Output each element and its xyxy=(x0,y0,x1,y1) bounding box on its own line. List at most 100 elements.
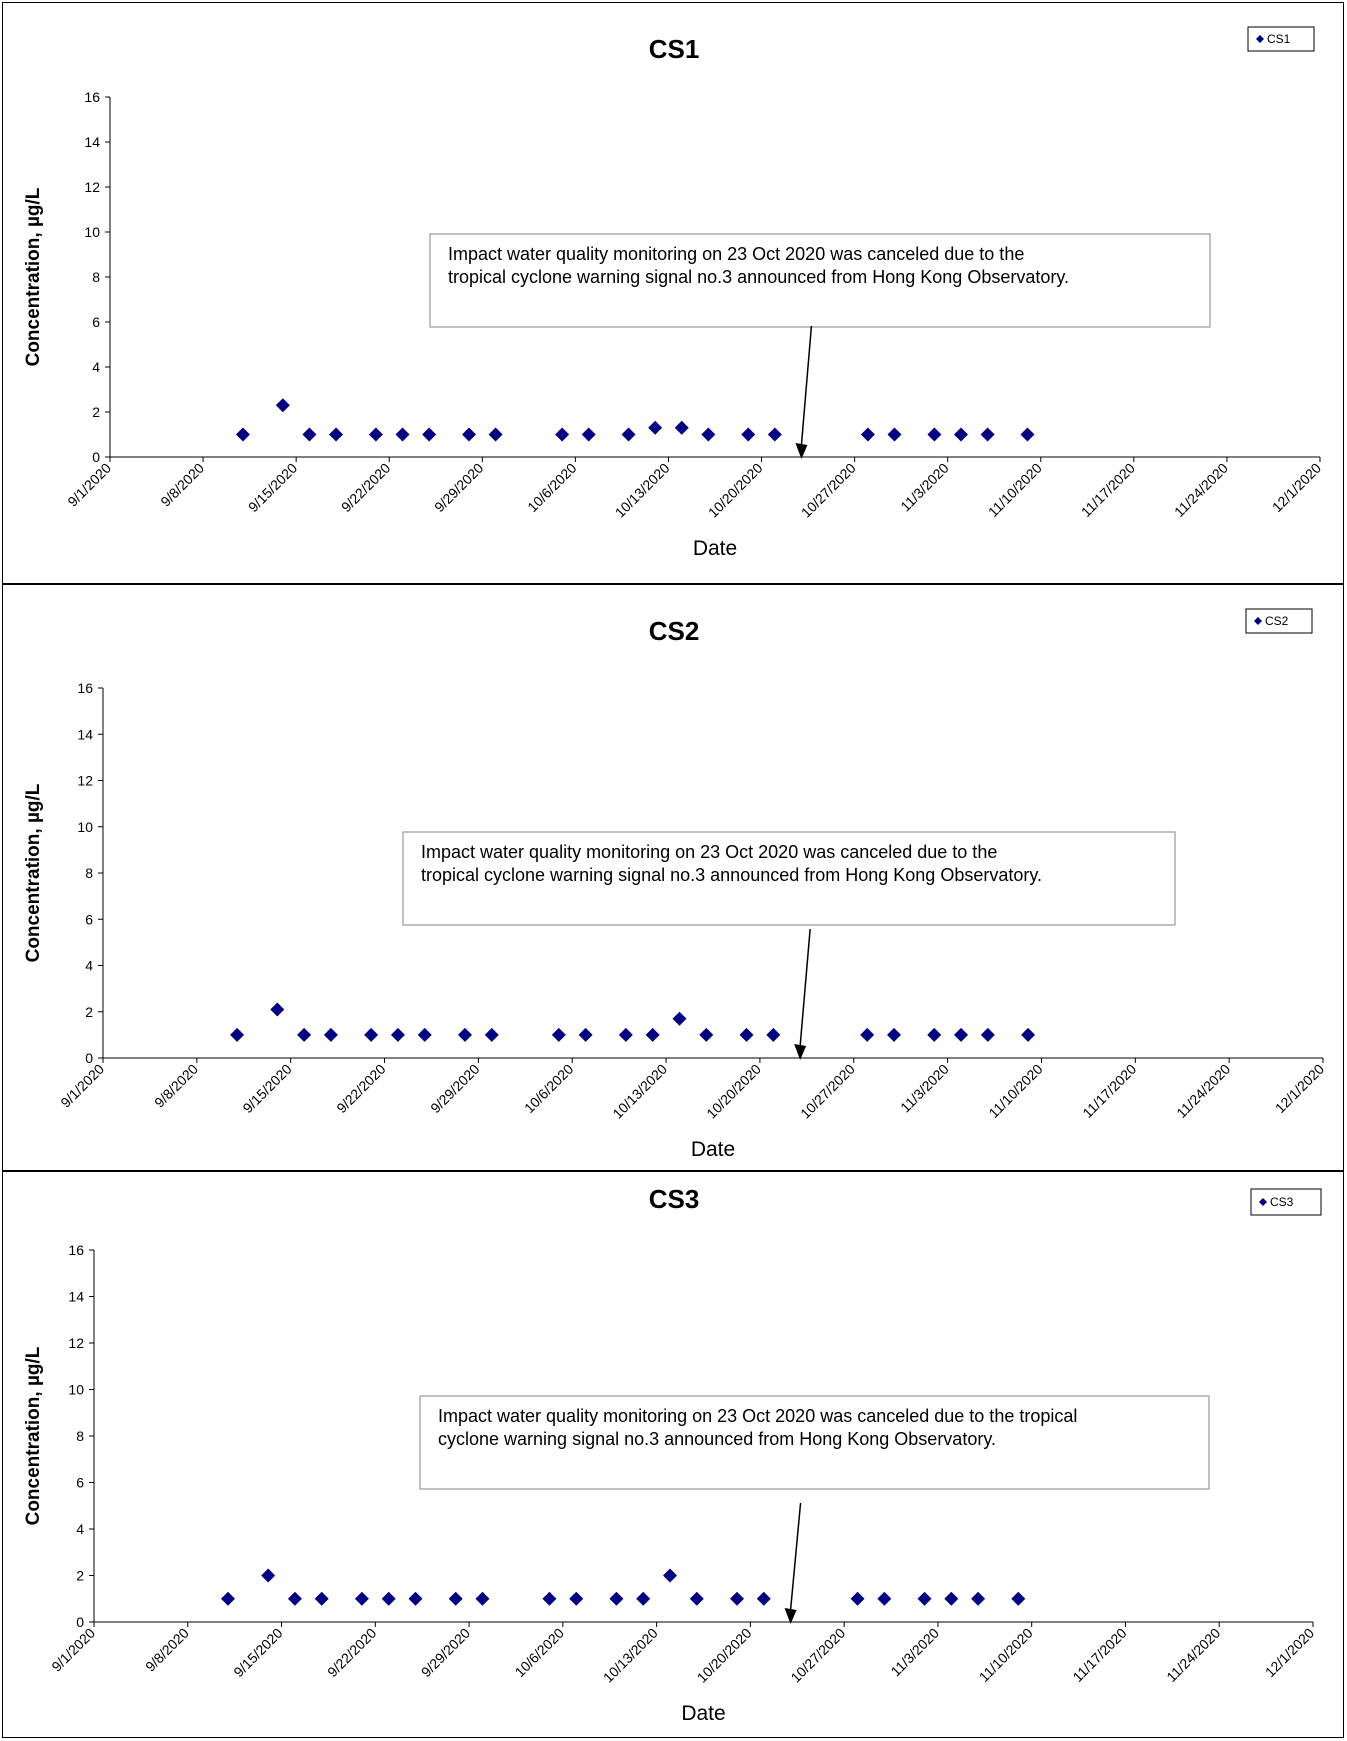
x-tick-label: 9/8/2020 xyxy=(151,1061,201,1111)
data-point xyxy=(230,1027,245,1042)
annotation-arrow-head xyxy=(784,1608,797,1624)
data-point xyxy=(235,427,250,442)
y-tick-label: 16 xyxy=(68,1242,84,1258)
x-tick-label: 9/29/2020 xyxy=(431,460,487,516)
data-point xyxy=(475,1591,490,1606)
x-tick-label: 10/20/2020 xyxy=(705,460,766,521)
x-tick-label: 10/6/2020 xyxy=(521,1061,577,1117)
data-point xyxy=(756,1591,771,1606)
data-point xyxy=(954,1027,969,1042)
x-tick-label: 11/3/2020 xyxy=(897,1061,952,1116)
x-tick-label: 9/29/2020 xyxy=(418,1625,474,1681)
y-tick-label: 12 xyxy=(84,179,100,195)
data-point xyxy=(381,1591,396,1606)
y-tick-label: 0 xyxy=(76,1614,84,1630)
data-point xyxy=(569,1591,584,1606)
x-tick-label: 11/17/2020 xyxy=(1078,460,1138,520)
y-tick-label: 14 xyxy=(77,726,93,742)
chart-title: CS2 xyxy=(649,616,700,646)
chart-panel-cs1: CS1 0 2 4 6 8 10 12 14 16 9/1/2020 9/8/2020 9/15/202… xyxy=(2,2,1344,584)
legend-marker xyxy=(1254,617,1262,625)
y-tick-label: 0 xyxy=(92,449,100,465)
data-point xyxy=(1021,1027,1036,1042)
data-point xyxy=(555,427,570,442)
annotation-box xyxy=(402,831,1176,926)
x-tick-label: 11/17/2020 xyxy=(1069,1625,1129,1685)
y-tick-label: 4 xyxy=(76,1521,84,1537)
y-tick-label: 4 xyxy=(92,359,100,375)
annotation-arrow-line xyxy=(800,325,813,446)
x-tick-label: 9/22/2020 xyxy=(338,460,394,516)
x-tick-label: 11/10/2020 xyxy=(985,460,1045,520)
data-point xyxy=(636,1591,651,1606)
y-tick-label: 2 xyxy=(76,1568,84,1584)
data-point xyxy=(971,1591,986,1606)
data-point xyxy=(488,427,503,442)
data-point xyxy=(457,1027,472,1042)
x-tick-label: 11/3/2020 xyxy=(897,460,952,515)
annotation-arrow-head xyxy=(795,443,808,459)
data-point xyxy=(766,1027,781,1042)
data-point xyxy=(689,1591,704,1606)
legend-label: CS3 xyxy=(1270,1195,1294,1209)
y-tick-label: 6 xyxy=(92,314,100,330)
x-tick-label: 9/1/2020 xyxy=(64,460,114,510)
x-tick-label: 11/10/2020 xyxy=(976,1625,1036,1685)
data-point xyxy=(448,1591,463,1606)
data-point xyxy=(860,427,875,442)
x-tick-label: 9/8/2020 xyxy=(142,1625,192,1675)
x-tick-label: 9/1/2020 xyxy=(57,1061,107,1111)
x-tick-label: 11/10/2020 xyxy=(985,1061,1045,1121)
legend-marker xyxy=(1259,1198,1267,1206)
data-point xyxy=(886,1027,901,1042)
x-tick-label: 10/20/2020 xyxy=(703,1061,764,1122)
y-tick-label: 6 xyxy=(76,1475,84,1491)
x-tick-label: 9/15/2020 xyxy=(230,1625,286,1681)
data-point xyxy=(672,1011,687,1026)
data-point xyxy=(917,1591,932,1606)
y-tick-label: 16 xyxy=(77,680,93,696)
y-tick-label: 12 xyxy=(68,1335,84,1351)
legend-marker xyxy=(1256,35,1264,43)
data-point xyxy=(220,1591,235,1606)
x-tick-label: 10/27/2020 xyxy=(798,460,859,521)
data-point xyxy=(364,1027,379,1042)
data-point xyxy=(699,1027,714,1042)
x-tick-label: 9/22/2020 xyxy=(333,1061,389,1117)
x-tick-label: 11/17/2020 xyxy=(1079,1061,1139,1121)
data-point xyxy=(887,427,902,442)
chart-title: CS1 xyxy=(649,34,700,64)
y-tick-label: 8 xyxy=(85,865,93,881)
data-point xyxy=(618,1027,633,1042)
x-tick-label: 10/13/2020 xyxy=(612,460,673,521)
data-point xyxy=(674,420,689,435)
annotation-box xyxy=(429,233,1211,328)
chart-svg: CS1 0 2 4 6 8 10 12 14 16 9/1/2020 9/8/2020 9/15/202… xyxy=(23,26,1325,560)
data-point xyxy=(578,1027,593,1042)
data-point xyxy=(275,398,290,413)
x-tick-label: 10/13/2020 xyxy=(609,1061,670,1122)
annotation-arrow-line xyxy=(789,1502,802,1611)
data-point xyxy=(354,1591,369,1606)
chart-panel-cs3: CS3 0 2 4 6 8 10 12 14 16 9/1/2020 9/8/2020 9/15/202… xyxy=(2,1171,1344,1738)
chart-title: CS3 xyxy=(649,1184,700,1214)
x-tick-label: 9/22/2020 xyxy=(324,1625,380,1681)
y-tick-label: 14 xyxy=(68,1289,84,1305)
data-point xyxy=(417,1027,432,1042)
annotation-text-line: tropical cyclone warning signal no.3 ann… xyxy=(448,267,1069,287)
data-point xyxy=(767,427,782,442)
data-point xyxy=(980,427,995,442)
y-tick-label: 8 xyxy=(92,269,100,285)
annotation-text-line: cyclone warning signal no.3 announced fr… xyxy=(438,1429,996,1449)
legend-label: CS1 xyxy=(1267,32,1291,46)
data-point xyxy=(850,1591,865,1606)
y-tick-label: 16 xyxy=(84,89,100,105)
data-point xyxy=(395,427,410,442)
data-point xyxy=(297,1027,312,1042)
annotation-box xyxy=(419,1395,1210,1490)
data-point xyxy=(484,1027,499,1042)
data-point xyxy=(287,1591,302,1606)
data-point xyxy=(609,1591,624,1606)
data-point xyxy=(741,427,756,442)
x-tick-label: 12/1/2020 xyxy=(1269,460,1325,516)
